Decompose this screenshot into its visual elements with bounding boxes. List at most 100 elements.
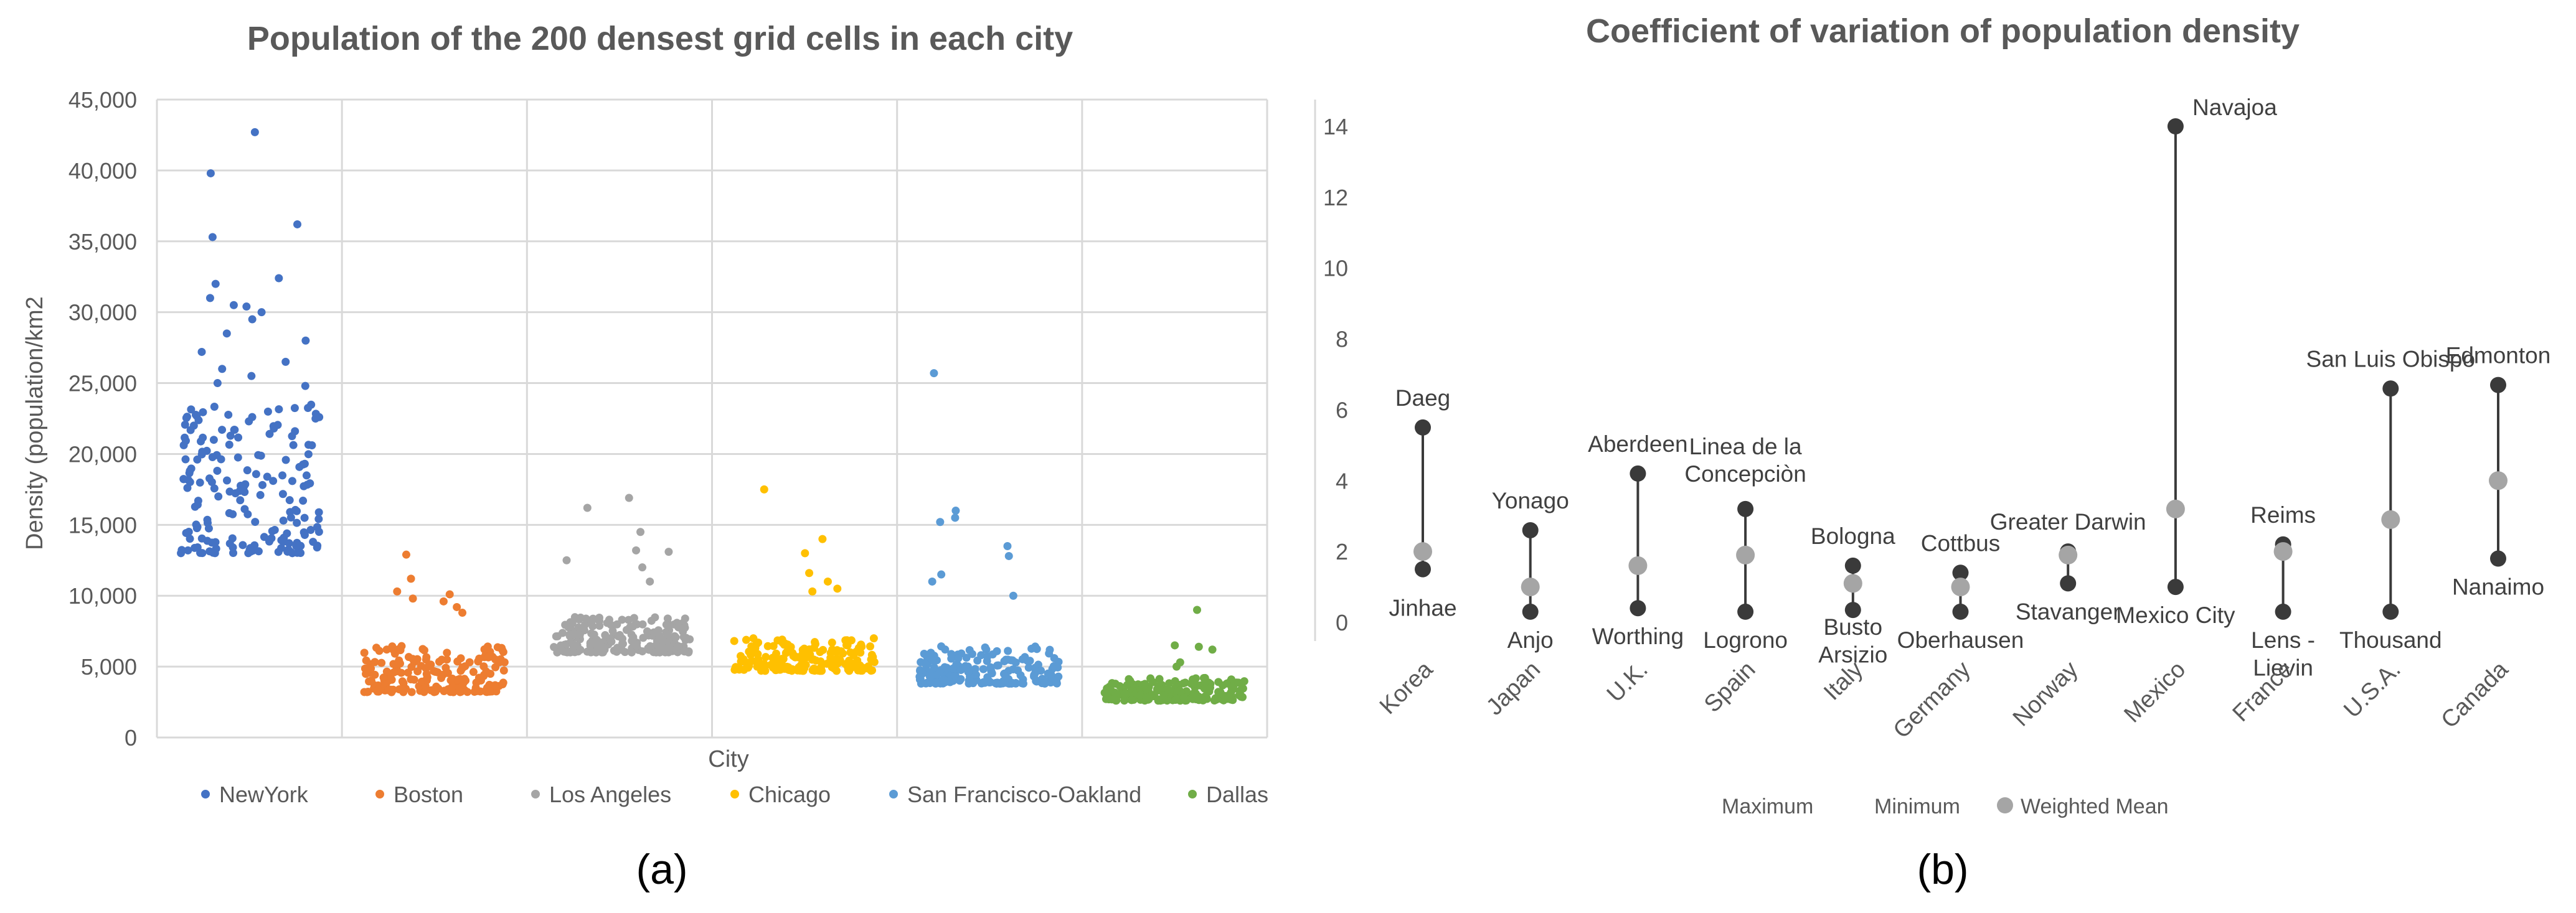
chart-a-point	[236, 496, 245, 505]
chart-b-y-tick-label: 0	[1336, 610, 1348, 635]
chart-a-point	[251, 518, 260, 527]
chart-a-point	[256, 490, 265, 499]
chart-a-point	[210, 402, 219, 411]
chart-a-point	[252, 470, 260, 479]
chart-a-point	[833, 584, 842, 593]
chart-a-point	[979, 665, 988, 673]
chart-a-point	[448, 682, 456, 691]
chart-a-point	[498, 680, 507, 689]
chart-a-point	[969, 679, 978, 688]
chart-a-series-boston	[360, 550, 509, 696]
chart-a-point	[763, 642, 772, 650]
chart-a-point	[224, 410, 233, 419]
chart-a-point	[181, 420, 189, 429]
chart-a-point	[629, 622, 638, 631]
chart-a-point	[628, 637, 636, 645]
chart-b-min-point	[2275, 603, 2291, 620]
chart-a-point	[563, 648, 572, 657]
chart-a-point	[752, 640, 761, 648]
chart-a-point	[207, 538, 216, 547]
chart-a-point	[943, 663, 951, 672]
chart-a-point	[1194, 696, 1203, 705]
chart-b-max-city-label: Cottbus	[1921, 530, 2001, 556]
chart-a-point	[439, 597, 448, 606]
chart-a-point	[1200, 680, 1209, 688]
chart-b-max-point	[1630, 465, 1646, 482]
chart-a-point	[819, 645, 828, 654]
chart-a-point	[281, 456, 290, 464]
chart-a-y-tick-label: 15,000	[68, 512, 137, 538]
chart-a-point	[393, 587, 402, 596]
chart-a-point	[193, 523, 202, 531]
chart-a-x-axis-label: City	[708, 746, 748, 772]
chart-a-point	[562, 556, 571, 564]
chart-a-point	[210, 484, 219, 493]
chart-a-point	[248, 413, 257, 421]
chart-a-point	[762, 653, 770, 662]
chart-b-max-point	[1737, 500, 1754, 517]
chart-a-point	[730, 637, 738, 645]
chart-b: Coefficient of variation of population d…	[1314, 12, 2550, 893]
chart-a-point	[739, 657, 748, 665]
chart-a-point	[408, 594, 417, 603]
chart-a-point	[643, 627, 651, 636]
chart-b-legend: Maximum Minimum Weighted Mean	[1722, 795, 2169, 818]
chart-a-point	[248, 315, 257, 324]
chart-a-point	[234, 433, 243, 442]
chart-a-point	[247, 372, 256, 380]
chart-a-legend-marker	[375, 790, 384, 798]
chart-a-point	[182, 528, 191, 537]
chart-a-point	[633, 642, 641, 650]
chart-a-point	[922, 660, 930, 668]
chart-a-point	[809, 655, 818, 664]
chart-b-min-city-label: Jinhae	[1389, 596, 1456, 621]
chart-a-point	[223, 476, 232, 485]
chart-a-point	[823, 577, 832, 586]
chart-a-point	[607, 637, 616, 646]
chart-a-point	[652, 648, 661, 657]
chart-a-point	[218, 365, 227, 373]
chart-a-point	[218, 426, 227, 434]
chart-a-point	[182, 413, 191, 422]
chart-a-point	[250, 128, 259, 136]
chart-b-marks: Daeg Jinhae Korea Yonago Anjo Japan Aberdeen Wo…	[1375, 95, 2550, 744]
chart-a-y-tick-label: 0	[125, 725, 137, 751]
chart-a-point	[186, 535, 194, 543]
chart-b-group-u-k-: Aberdeen Worthing U.K.	[1588, 431, 1687, 708]
chart-a-legend-marker	[1188, 790, 1197, 798]
chart-a-point	[185, 469, 194, 477]
chart-a-point	[379, 673, 388, 682]
chart-b-category-label: Norway	[2008, 657, 2083, 732]
chart-a-point	[471, 683, 480, 692]
chart-a-point	[240, 488, 249, 497]
chart-a-point	[681, 614, 689, 623]
chart-a-point	[867, 655, 875, 664]
chart-a-point	[915, 672, 924, 681]
chart-a-point	[184, 546, 192, 555]
chart-b-max-city-label: San Luis Obispo	[2306, 346, 2476, 372]
chart-a-point	[553, 632, 562, 640]
chart-a-legend-item: NewYork	[201, 782, 309, 807]
chart-b-min-point	[1630, 600, 1646, 617]
chart-a-point	[1199, 673, 1208, 682]
chart-a-point	[735, 665, 743, 674]
chart-a-point	[586, 642, 595, 650]
chart-b-y-tick-label: 6	[1336, 397, 1348, 423]
chart-a-y-tick-label: 45,000	[68, 87, 137, 113]
chart-b-max-city-label: Yonago	[1492, 488, 1569, 513]
chart-a-point	[293, 220, 302, 228]
chart-a-point	[372, 644, 380, 652]
chart-a-point	[364, 687, 372, 696]
chart-a-point	[211, 279, 220, 288]
chart-a-point	[1037, 667, 1045, 675]
chart-a-point	[988, 669, 996, 678]
chart-a-point	[983, 652, 992, 661]
chart-b-min-point	[1415, 561, 1431, 578]
chart-a-point	[491, 663, 500, 672]
chart-b-max-point	[1415, 419, 1431, 436]
chart-b-min-point	[2060, 575, 2077, 592]
chart-a-point	[485, 680, 494, 689]
chart-a-point	[1054, 663, 1062, 672]
